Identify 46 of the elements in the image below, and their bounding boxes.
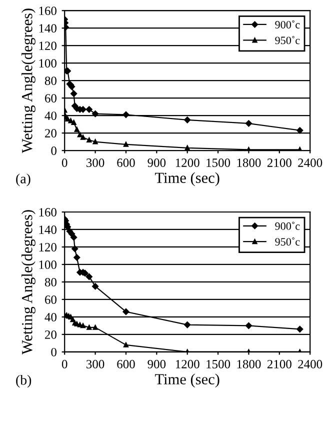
x-axis-title: Time (sec) [155, 374, 220, 388]
x-tick-label: 0 [62, 158, 68, 167]
y-tick-label: 140 [39, 226, 56, 234]
x-tick-label: 1200 [176, 360, 200, 368]
legend-label: 950˚c [275, 36, 300, 44]
x-tick-label: 0 [62, 360, 68, 368]
x-tick-label: 2400 [298, 158, 322, 167]
x-axis-title: Time (sec) [155, 172, 220, 186]
y-tick-label: 140 [39, 24, 56, 33]
text: (a) [16, 174, 30, 186]
x-tick-label: 900 [148, 158, 166, 167]
x-tick-label: 2100 [267, 158, 292, 167]
y-tick-label: 160 [39, 208, 56, 216]
y-tick-label: 0 [51, 348, 56, 356]
x-tick-label: 1800 [237, 158, 261, 167]
x-tick-label: 600 [117, 360, 135, 368]
y-tick-label: 0 [51, 146, 56, 155]
y-tick-label: 60 [45, 94, 56, 103]
y-axis-title: Wetting Angle(degrees) [22, 210, 36, 355]
y-tick-label: 20 [45, 330, 56, 339]
y-tick-label: 80 [44, 76, 56, 86]
x-tick-label: 1500 [206, 158, 230, 167]
y-tick-label: 160 [39, 6, 56, 16]
x-tick-label: 1500 [206, 360, 230, 368]
x-tick-label: 2400 [298, 360, 322, 368]
y-tick-label: 120 [39, 243, 56, 252]
y-tick-label: 40 [44, 312, 56, 322]
x-tick-label: 300 [86, 158, 104, 167]
legend-label: 900˚c [275, 20, 300, 28]
y-tick-label: 20 [45, 129, 56, 138]
text: (b) [16, 375, 32, 388]
y-tick-label: 60 [45, 295, 56, 304]
y-tick-label: 120 [39, 42, 56, 50]
y-tick-label: 40 [44, 112, 56, 120]
x-tick-label: 1200 [176, 158, 200, 167]
x-tick-label: 300 [86, 360, 104, 368]
x-tick-label: 1800 [237, 360, 261, 368]
y-tick-label: 100 [39, 59, 56, 68]
y-tick-label: 80 [44, 278, 56, 286]
legend-label: 950˚c [275, 237, 300, 246]
x-tick-label: 2100 [267, 360, 292, 368]
y-axis-title: Wetting Angle(degrees) [22, 8, 36, 154]
legend-label: 900˚c [275, 222, 300, 230]
y-tick-label: 100 [39, 260, 56, 269]
x-tick-label: 600 [117, 158, 135, 167]
x-tick-label: 900 [148, 360, 166, 368]
